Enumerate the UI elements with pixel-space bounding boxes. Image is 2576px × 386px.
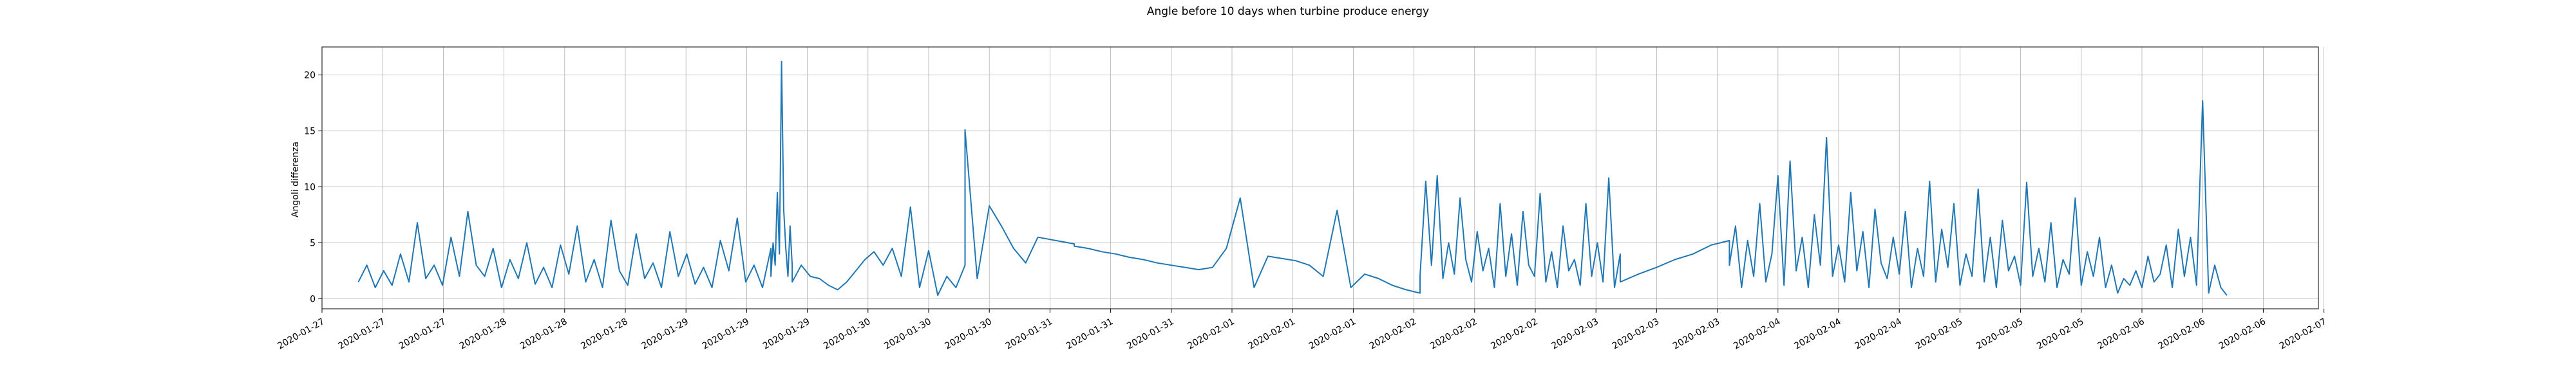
y-tick-label: 10 <box>304 182 316 192</box>
y-tick-label: 20 <box>304 70 316 80</box>
y-tick-label: 15 <box>304 126 316 136</box>
series-line <box>357 60 2228 297</box>
y-tick-label: 5 <box>310 238 316 248</box>
series-line-group <box>357 60 2228 297</box>
y-axis-ticks: 0 5 10 15 20 <box>304 70 322 304</box>
y-tick-label: 0 <box>310 294 316 304</box>
grid-lines <box>321 47 2325 309</box>
chart-title: Angle before 10 days when turbine produc… <box>1147 5 1429 18</box>
plot-area-frame <box>321 46 2319 309</box>
y-axis-title: Angoli differenza <box>290 142 301 217</box>
